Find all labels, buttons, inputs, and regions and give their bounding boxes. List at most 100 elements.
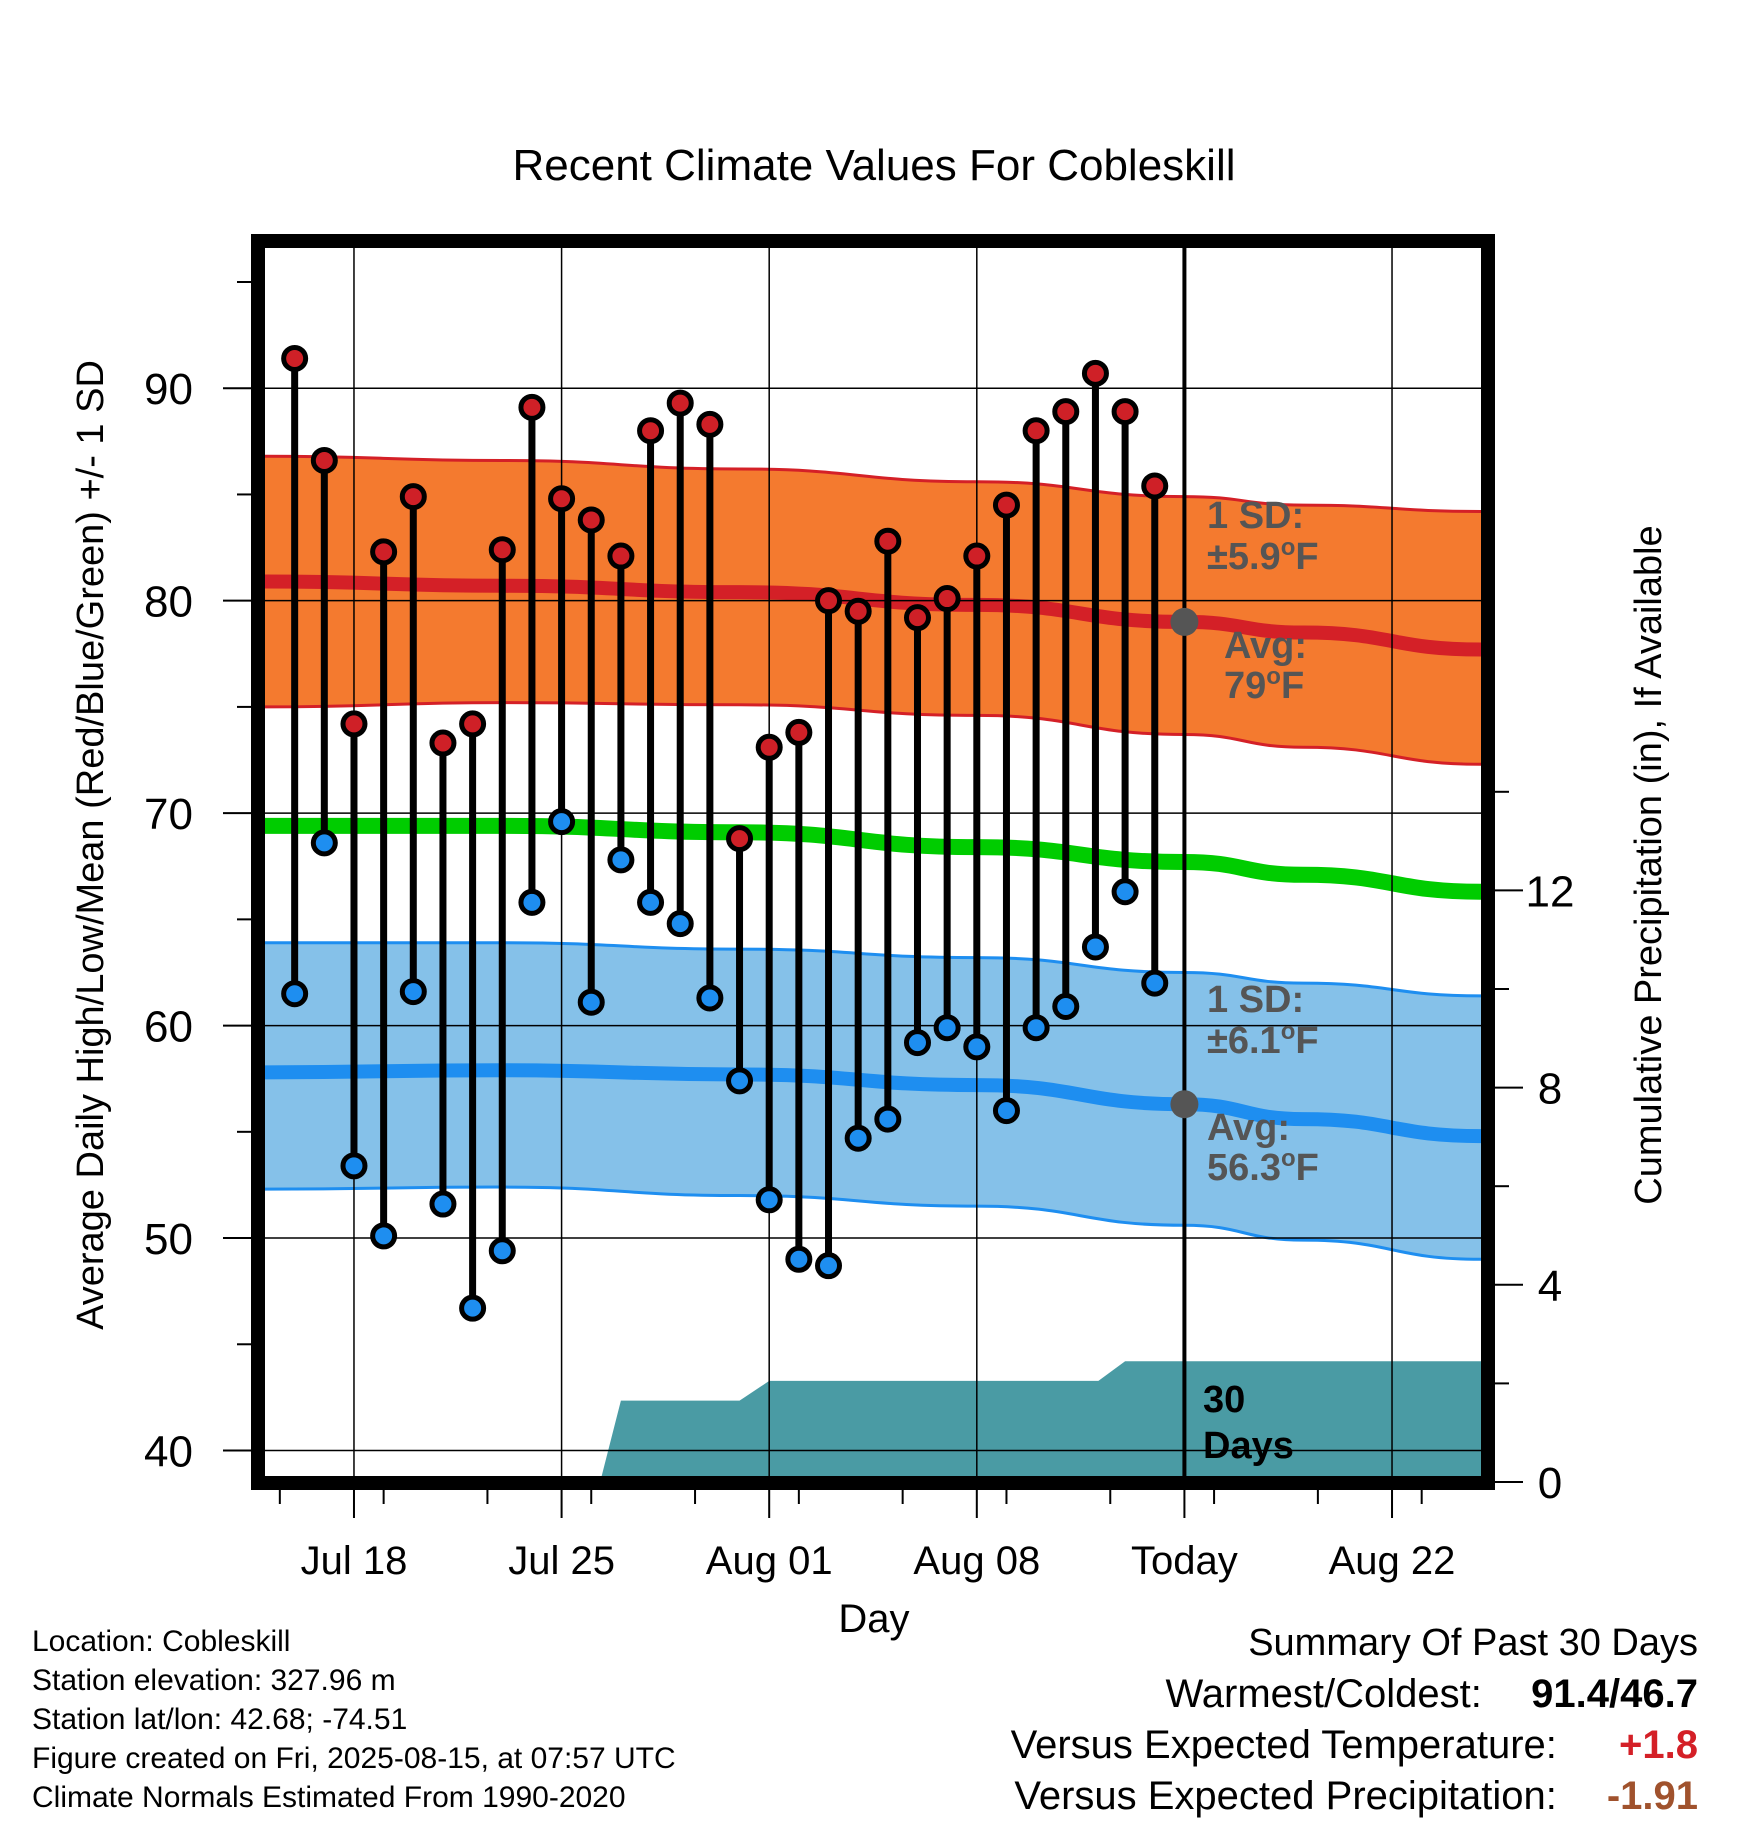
daily-low-point xyxy=(992,1097,1020,1125)
daily-high-point xyxy=(785,718,813,746)
daily-low-point xyxy=(1052,992,1080,1020)
daily-high-point xyxy=(726,825,754,853)
y-tick-label: 70 xyxy=(144,790,193,839)
daily-low-point xyxy=(488,1237,516,1265)
daily-high-point xyxy=(459,710,487,738)
y2-tick-label: 4 xyxy=(1538,1262,1562,1311)
station-info: Location: Cobleskill Station elevation: … xyxy=(32,1622,676,1817)
daily-low-point xyxy=(1111,878,1139,906)
daily-low-point xyxy=(844,1124,872,1152)
daily-high-point xyxy=(755,733,783,761)
plot-area xyxy=(265,454,1481,1476)
daily-high-point xyxy=(844,597,872,625)
y-axis-label: Average Daily High/Low/Mean (Red/Blue/Gr… xyxy=(70,360,112,1330)
daily-low-point xyxy=(1081,933,1109,961)
daily-high-point xyxy=(518,393,546,421)
plot-frame xyxy=(251,234,1495,1490)
axes: 40 50 60 70 80 90 0 4 8 12 Jul 18 Jul 25 Aug 01 Aug 0… xyxy=(144,280,1574,1583)
precip-value: -1.91 xyxy=(1606,1774,1698,1818)
warm-cold-value: 91.4/46.7 xyxy=(1531,1672,1698,1716)
daily-low-point xyxy=(429,1190,457,1218)
daily-high-point xyxy=(1081,359,1109,387)
y-tick-label: 60 xyxy=(144,1003,193,1052)
daily-high-point xyxy=(548,485,576,513)
daily-high-point xyxy=(607,542,635,570)
chart-title: Recent Climate Values For Cobleskill xyxy=(512,141,1235,190)
daily-high-point xyxy=(637,417,665,445)
summary-precip-row: Versus Expected Precipitation: -1.91 xyxy=(1011,1771,1698,1822)
x-tick-label: Jul 18 xyxy=(301,1539,408,1583)
daily-high-point xyxy=(1022,417,1050,445)
daily-low-point xyxy=(755,1186,783,1214)
daily-high-point xyxy=(370,538,398,566)
daily-low-point xyxy=(696,984,724,1012)
precip-label: Versus Expected Precipitation: xyxy=(1014,1774,1557,1818)
summary-warm-cold-row: Warmest/Coldest: 91.4/46.7 xyxy=(1011,1669,1699,1720)
summary-title: Summary Of Past 30 Days xyxy=(1248,1622,1698,1664)
low-avg-value: 56.3oF xyxy=(1207,1145,1319,1189)
low-sd-band xyxy=(265,942,1481,1260)
daily-low-point xyxy=(399,978,427,1006)
daily-low-point xyxy=(1141,969,1169,997)
temp-label: Versus Expected Temperature: xyxy=(1010,1723,1557,1767)
precip-period-unit: Days xyxy=(1203,1425,1294,1467)
station-latlon: Station lat/lon: 42.68; -74.51 xyxy=(32,1703,408,1736)
y2-tick-label: 0 xyxy=(1538,1459,1562,1508)
station-elevation: Station elevation: 327.96 m xyxy=(32,1664,396,1697)
plot-border xyxy=(251,234,1495,1490)
daily-low-point xyxy=(726,1067,754,1095)
daily-high-point xyxy=(815,587,843,615)
y2-axis-label: Cumulative Precipitation (in), If Availa… xyxy=(1628,525,1670,1204)
daily-low-point xyxy=(637,888,665,916)
daily-low-point xyxy=(577,988,605,1016)
daily-low-point xyxy=(903,1029,931,1057)
temp-value: +1.8 xyxy=(1619,1723,1698,1767)
daily-high-point xyxy=(399,483,427,511)
summary-panel: Summary Of Past 30 Days Warmest/Coldest:… xyxy=(1011,1618,1698,1822)
summary-temp-row: Versus Expected Temperature: +1.8 xyxy=(1011,1720,1698,1771)
daily-low-point xyxy=(340,1152,368,1180)
precip-area xyxy=(601,1361,1481,1476)
low-sd-label: 1 SD: xyxy=(1207,979,1304,1021)
daily-high-point xyxy=(281,344,309,372)
normal-high-line xyxy=(265,574,1481,657)
daily-low-point xyxy=(310,829,338,857)
x-tick-label: Today xyxy=(1131,1539,1238,1583)
high-avg-value: 79oF xyxy=(1224,663,1304,707)
low-avg-label: Avg: xyxy=(1207,1107,1290,1149)
daily-high-point xyxy=(874,527,902,555)
daily-low-point xyxy=(963,1033,991,1061)
daily-low-point xyxy=(933,1014,961,1042)
daily-low-point xyxy=(1022,1014,1050,1042)
daily-high-point xyxy=(577,506,605,534)
x-tick-label: Aug 08 xyxy=(913,1539,1040,1583)
today-normal-high-marker xyxy=(1170,607,1199,636)
figure-created: Figure created on Fri, 2025-08-15, at 07… xyxy=(32,1742,676,1775)
daily-low-point xyxy=(459,1294,487,1322)
y-tick-label: 50 xyxy=(144,1215,193,1264)
daily-low-point xyxy=(874,1105,902,1133)
daily-low-point xyxy=(666,910,694,938)
y-tick-label: 80 xyxy=(144,578,193,627)
high-avg-label: Avg: xyxy=(1224,625,1307,667)
daily-low-point xyxy=(518,888,546,916)
daily-low-point xyxy=(815,1252,843,1280)
high-sd-value: ±5.9oF xyxy=(1207,534,1319,578)
y-tick-label: 90 xyxy=(144,365,193,414)
x-tick-label: Jul 25 xyxy=(508,1539,615,1583)
station-location: Location: Cobleskill xyxy=(32,1625,291,1658)
low-sd-upper-edge xyxy=(265,941,1481,998)
daily-high-point xyxy=(903,604,931,632)
daily-low-point xyxy=(607,846,635,874)
high-sd-band xyxy=(265,456,1481,765)
daily-low-point xyxy=(548,808,576,836)
daily-low-point xyxy=(281,980,309,1008)
daily-high-point xyxy=(340,710,368,738)
x-tick-label: Aug 01 xyxy=(706,1539,833,1583)
grid-lines xyxy=(265,248,1481,1476)
x-axis-label: Day xyxy=(838,1597,909,1641)
daily-high-point xyxy=(429,729,457,757)
precip-period-value: 30 xyxy=(1203,1379,1245,1421)
